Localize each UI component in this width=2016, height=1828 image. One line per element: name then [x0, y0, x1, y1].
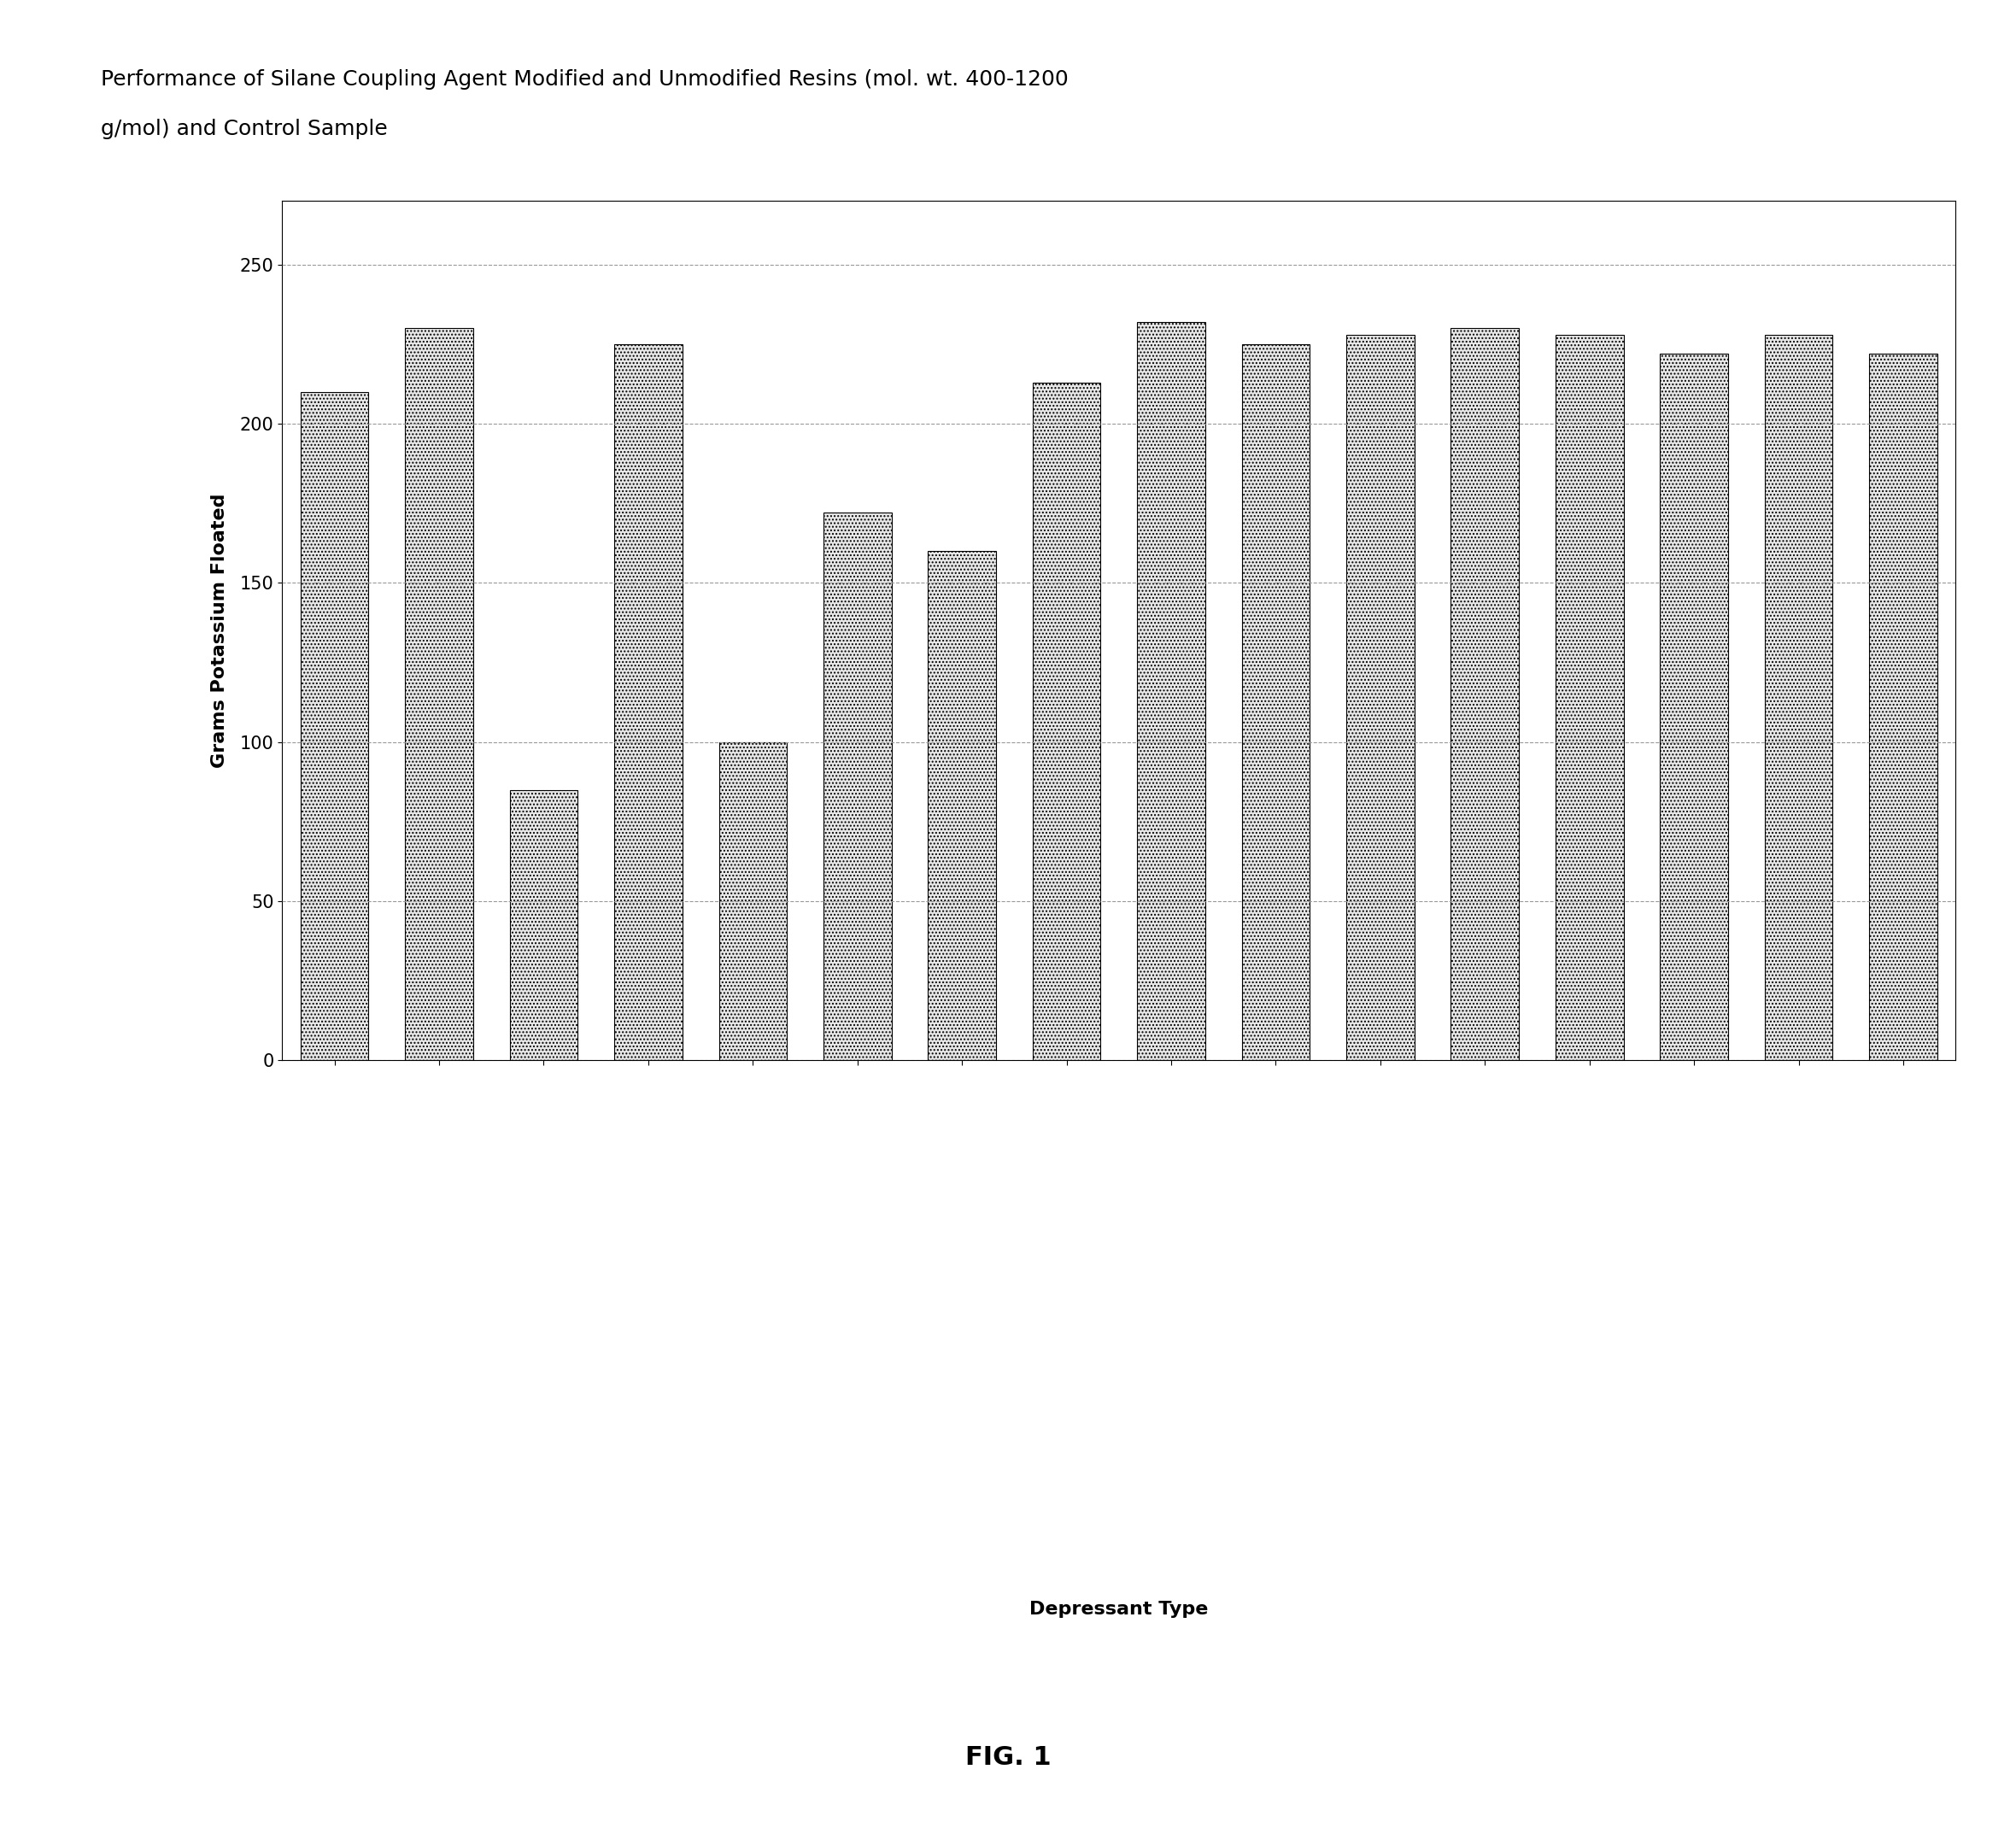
Bar [1764, 335, 1833, 1060]
Bar [1452, 329, 1518, 1060]
Bar [720, 742, 786, 1060]
Bar [1137, 322, 1206, 1060]
Bar [405, 329, 474, 1060]
Bar [1242, 344, 1310, 1060]
Bar [927, 550, 996, 1060]
Bar [300, 391, 369, 1060]
Bar [1869, 355, 1937, 1060]
Bar [1347, 335, 1415, 1060]
Y-axis label: Grams Potassium Floated: Grams Potassium Floated [212, 494, 228, 768]
Text: g/mol) and Control Sample: g/mol) and Control Sample [101, 119, 387, 139]
Bar [1556, 335, 1623, 1060]
Bar [1659, 355, 1728, 1060]
Bar [615, 344, 681, 1060]
Bar [823, 514, 891, 1060]
Bar [510, 790, 579, 1060]
Text: Depressant Type: Depressant Type [1030, 1601, 1208, 1618]
Bar [1032, 382, 1101, 1060]
Text: FIG. 1: FIG. 1 [966, 1744, 1050, 1770]
Text: Performance of Silane Coupling Agent Modified and Unmodified Resins (mol. wt. 40: Performance of Silane Coupling Agent Mod… [101, 69, 1068, 90]
